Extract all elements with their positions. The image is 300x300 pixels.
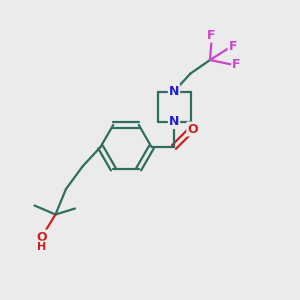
Text: H: H bbox=[38, 242, 46, 252]
Text: N: N bbox=[169, 115, 179, 128]
Text: F: F bbox=[207, 28, 215, 42]
Text: O: O bbox=[37, 230, 47, 244]
Text: N: N bbox=[169, 85, 179, 98]
Text: F: F bbox=[229, 40, 237, 53]
Text: F: F bbox=[232, 58, 241, 71]
Text: O: O bbox=[187, 122, 198, 136]
